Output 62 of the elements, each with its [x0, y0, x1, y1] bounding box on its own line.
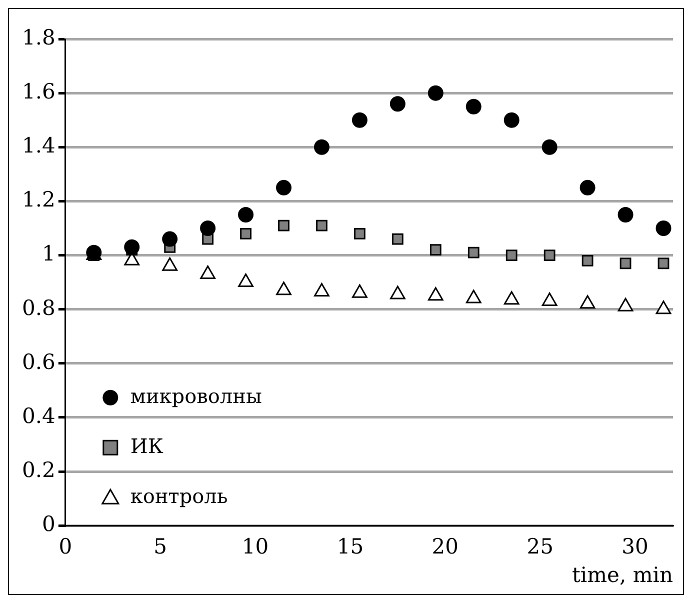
point	[240, 228, 252, 240]
point	[466, 98, 482, 114]
point	[390, 96, 406, 112]
point	[468, 246, 480, 258]
point	[238, 206, 254, 222]
point	[618, 298, 634, 312]
point	[316, 220, 328, 232]
point	[124, 239, 140, 255]
point	[466, 290, 482, 304]
legend-label: микроволны	[130, 384, 262, 408]
point	[392, 233, 404, 245]
point	[354, 228, 366, 240]
x-axis-title: time, min	[572, 562, 673, 587]
point	[352, 112, 368, 128]
y-tick-label: 0.8	[22, 296, 56, 320]
point	[314, 139, 330, 155]
x-tick-label: 10	[242, 534, 269, 559]
point	[200, 220, 216, 236]
point	[390, 286, 406, 300]
point	[620, 258, 632, 270]
point	[618, 206, 634, 222]
point	[278, 220, 290, 232]
point	[656, 220, 672, 236]
y-tick-label: 1.2	[22, 188, 56, 212]
legend-label: ИК	[130, 434, 164, 458]
point	[162, 257, 178, 271]
point	[352, 284, 368, 298]
point	[238, 274, 254, 288]
point	[428, 287, 444, 301]
y-tick-label: 1	[42, 242, 56, 266]
point	[276, 282, 292, 296]
x-tick-label: 30	[622, 534, 648, 559]
point	[200, 265, 216, 279]
x-tick-label: 5	[154, 534, 168, 559]
x-tick-label: 0	[58, 534, 72, 559]
point	[162, 231, 178, 247]
y-tick-label: 1.4	[22, 134, 56, 158]
y-tick-label: 1.6	[22, 80, 56, 104]
x-tick-label: 15	[336, 534, 364, 559]
point	[430, 244, 442, 256]
y-tick-label: 0	[42, 512, 56, 536]
point	[580, 295, 596, 309]
point	[276, 180, 292, 196]
point	[658, 258, 670, 270]
x-tick-label: 20	[432, 534, 459, 559]
point	[542, 139, 558, 155]
x-tick-label: 25	[526, 534, 554, 559]
point	[582, 254, 594, 266]
y-tick-label: 0.4	[22, 404, 56, 428]
point	[504, 112, 520, 128]
y-tick-label: 0.2	[22, 458, 56, 482]
point	[428, 85, 444, 101]
point	[544, 250, 556, 261]
point	[656, 300, 672, 314]
point	[542, 292, 558, 306]
point	[506, 250, 518, 261]
point	[504, 291, 520, 305]
point	[580, 180, 596, 196]
legend-label: контроль	[130, 484, 228, 508]
y-tick-label: 1.8	[22, 25, 56, 50]
y-tick-label: 0.6	[22, 350, 56, 374]
point	[314, 283, 330, 297]
